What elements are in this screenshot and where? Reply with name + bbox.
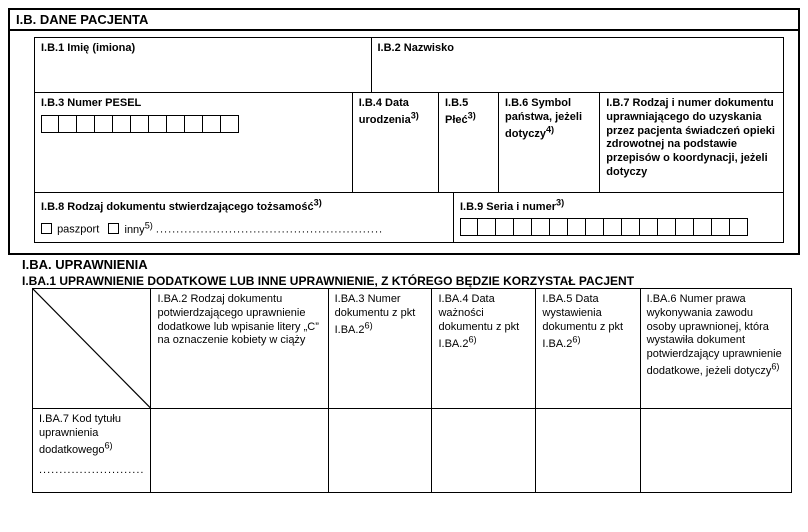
cell-iba3: I.BA.3 Numer dokumentu z pkt I.BA.26) <box>328 289 432 409</box>
cell-empty <box>640 409 791 493</box>
label-ib8: I.B.8 Rodzaj dokumentu stwierdzającego t… <box>41 201 322 213</box>
input-box[interactable] <box>203 115 221 133</box>
ib8-dots[interactable]: ........................................… <box>156 224 383 236</box>
input-box[interactable] <box>77 115 95 133</box>
cell-ib3: I.B.3 Numer PESEL <box>34 93 353 193</box>
input-box[interactable] <box>496 218 514 236</box>
input-box[interactable] <box>41 115 59 133</box>
input-box[interactable] <box>658 218 676 236</box>
input-box[interactable] <box>568 218 586 236</box>
checkbox-inny[interactable] <box>108 223 119 234</box>
input-box[interactable] <box>514 218 532 236</box>
opt-paszport: paszport <box>57 224 99 236</box>
input-box[interactable] <box>113 115 131 133</box>
label-ib3: I.B.3 Numer PESEL <box>41 97 141 109</box>
cell-ib8: I.B.8 Rodzaj dokumentu stwierdzającego t… <box>34 193 454 243</box>
cell-iba5: I.BA.5 Data wystawienia dokumentu z pkt … <box>536 289 640 409</box>
cell-empty <box>328 409 432 493</box>
label-iba5: I.BA.5 Data wystawienia dokumentu z pkt … <box>542 293 623 350</box>
checkbox-paszport[interactable] <box>41 223 52 234</box>
cell-iba6: I.BA.6 Numer prawa wykonywania zawodu os… <box>640 289 791 409</box>
input-box[interactable] <box>59 115 77 133</box>
section-iba-title: I.BA. UPRAWNIENIA <box>8 255 800 272</box>
input-box[interactable] <box>532 218 550 236</box>
label-ib1: I.B.1 Imię (imiona) <box>41 42 135 54</box>
input-box[interactable] <box>185 115 203 133</box>
input-box[interactable] <box>221 115 239 133</box>
label-ib6: I.B.6 Symbol państwa, jeżeli dotyczy4) <box>505 97 582 140</box>
cell-diag <box>33 289 151 409</box>
input-box[interactable] <box>730 218 748 236</box>
input-box[interactable] <box>460 218 478 236</box>
cell-ib9: I.B.9 Seria i numer3) <box>454 193 784 243</box>
row-b1-b2: I.B.1 Imię (imiona) I.B.2 Nazwisko <box>34 37 784 93</box>
label-iba7: I.BA.7 Kod tytułu uprawnienia dodatkoweg… <box>39 413 121 456</box>
cell-iba4: I.BA.4 Data ważności dokumentu z pkt I.B… <box>432 289 536 409</box>
ib8-options: paszport inny5) ........................… <box>41 220 447 237</box>
pesel-boxes[interactable] <box>41 115 346 133</box>
cell-iba7: I.BA.7 Kod tytułu uprawnienia dodatkoweg… <box>33 409 151 493</box>
table-row: I.BA.2 Rodzaj dokumentu potwierdzającego… <box>33 289 792 409</box>
section-ib: I.B. DANE PACJENTA I.B.1 Imię (imiona) I… <box>8 8 800 255</box>
input-box[interactable] <box>478 218 496 236</box>
input-box[interactable] <box>676 218 694 236</box>
cell-ib1: I.B.1 Imię (imiona) <box>34 37 372 93</box>
input-box[interactable] <box>604 218 622 236</box>
input-box[interactable] <box>640 218 658 236</box>
section-iba1-sub: I.BA.1 UPRAWNIENIE DODATKOWE LUB INNE UP… <box>8 272 800 288</box>
diagonal-icon <box>33 289 150 408</box>
input-box[interactable] <box>694 218 712 236</box>
input-box[interactable] <box>712 218 730 236</box>
row-b3-b7: I.B.3 Numer PESEL I.B.4 Data urodzenia3)… <box>34 93 784 193</box>
label-iba3: I.BA.3 Numer dokumentu z pkt I.BA.26) <box>335 293 416 336</box>
label-ib4: I.B.4 Data urodzenia3) <box>359 97 419 126</box>
row-b8-b9: I.B.8 Rodzaj dokumentu stwierdzającego t… <box>34 193 784 243</box>
table-iba: I.BA.2 Rodzaj dokumentu potwierdzającego… <box>32 288 792 493</box>
cell-empty <box>536 409 640 493</box>
section-iba-body: I.BA.2 Rodzaj dokumentu potwierdzającego… <box>8 288 800 493</box>
input-box[interactable] <box>95 115 113 133</box>
label-iba4: I.BA.4 Data ważności dokumentu z pkt I.B… <box>438 293 519 350</box>
cell-ib6: I.B.6 Symbol państwa, jeżeli dotyczy4) <box>499 93 600 193</box>
input-box[interactable] <box>167 115 185 133</box>
iba7-dots[interactable]: .......................... <box>39 464 144 478</box>
seria-boxes[interactable] <box>460 218 777 236</box>
cell-iba2: I.BA.2 Rodzaj dokumentu potwierdzającego… <box>151 289 328 409</box>
cell-ib4: I.B.4 Data urodzenia3) <box>353 93 439 193</box>
label-ib2: I.B.2 Nazwisko <box>378 42 454 54</box>
label-ib9: I.B.9 Seria i numer3) <box>460 201 564 213</box>
input-box[interactable] <box>550 218 568 236</box>
cell-ib2: I.B.2 Nazwisko <box>372 37 785 93</box>
label-iba2: I.BA.2 Rodzaj dokumentu potwierdzającego… <box>157 293 318 346</box>
cell-ib7: I.B.7 Rodzaj i numer dokumentu uprawniaj… <box>600 93 784 193</box>
label-ib5: I.B.5 Płeć3) <box>445 97 476 126</box>
cell-empty <box>151 409 328 493</box>
input-box[interactable] <box>622 218 640 236</box>
label-ib7: I.B.7 Rodzaj i numer dokumentu uprawniaj… <box>606 97 775 178</box>
opt-inny: inny5) <box>125 224 153 236</box>
input-box[interactable] <box>131 115 149 133</box>
cell-empty <box>432 409 536 493</box>
section-ib-title: I.B. DANE PACJENTA <box>10 10 798 31</box>
section-ib-body: I.B.1 Imię (imiona) I.B.2 Nazwisko I.B.3… <box>10 31 798 253</box>
input-box[interactable] <box>586 218 604 236</box>
cell-ib5: I.B.5 Płeć3) <box>439 93 499 193</box>
input-box[interactable] <box>149 115 167 133</box>
label-iba6: I.BA.6 Numer prawa wykonywania zawodu os… <box>647 293 782 377</box>
table-row: I.BA.7 Kod tytułu uprawnienia dodatkoweg… <box>33 409 792 493</box>
